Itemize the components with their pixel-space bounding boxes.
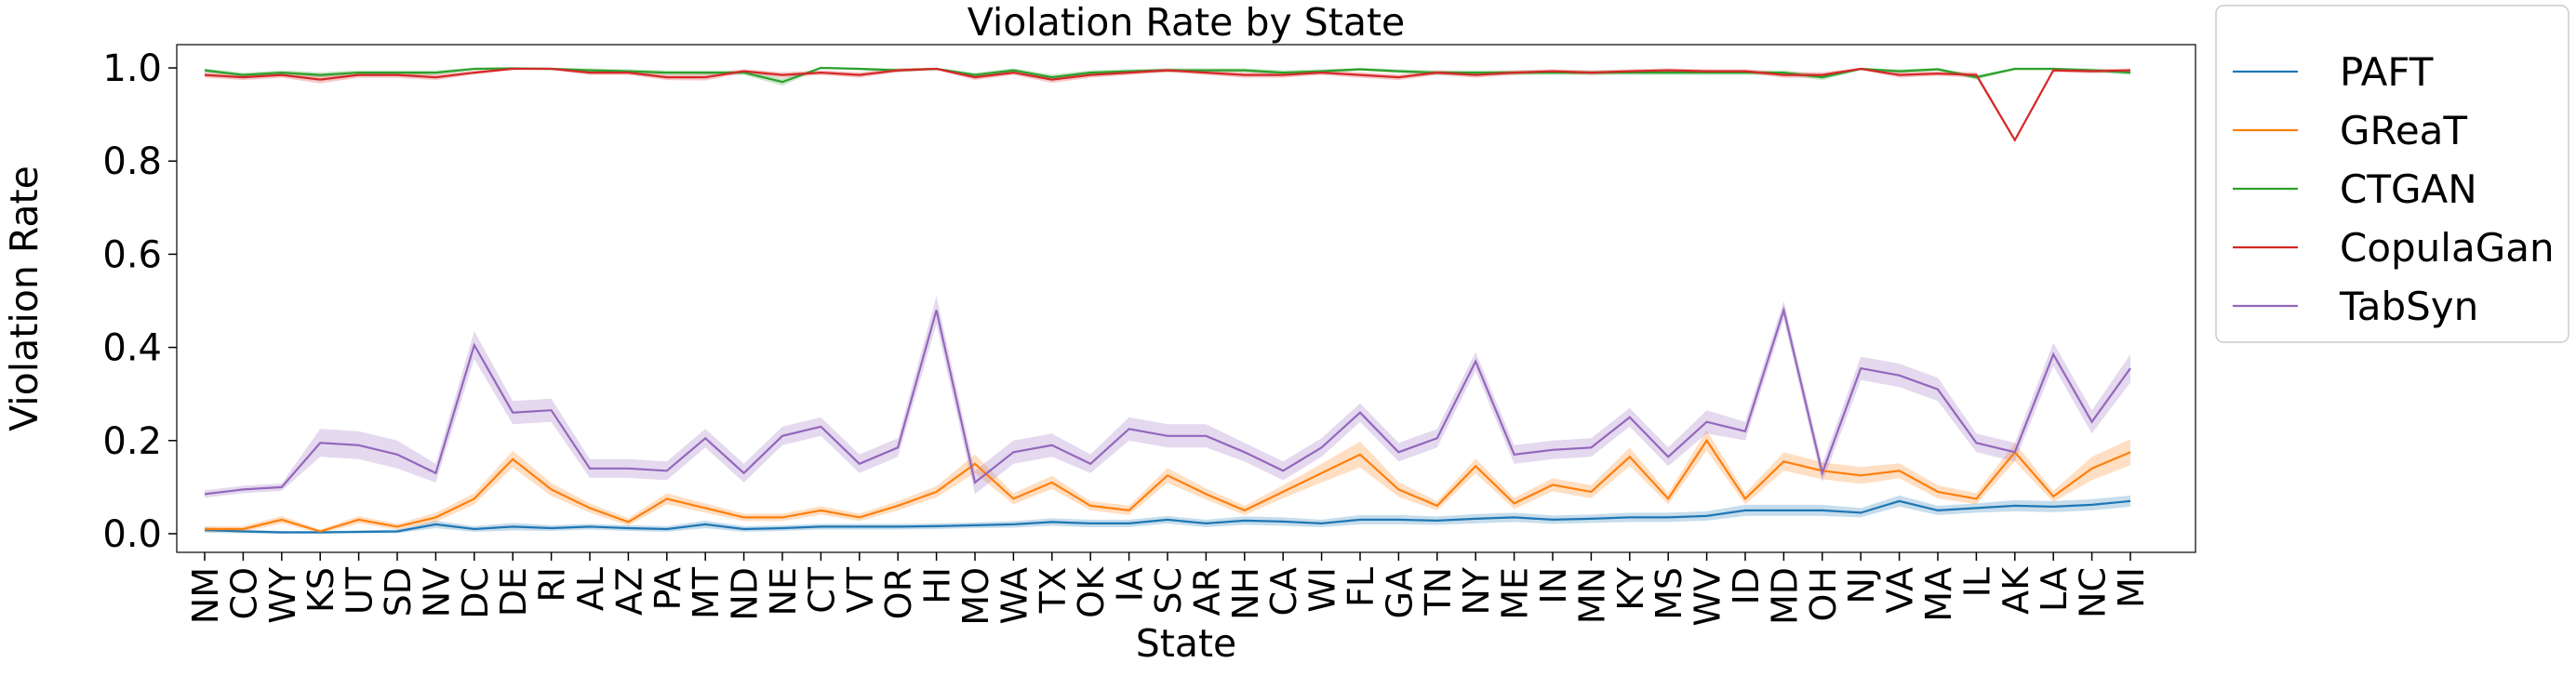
x-tick-label: NE	[763, 567, 804, 616]
band-great	[205, 430, 2130, 534]
band-copulagan	[205, 68, 2130, 142]
x-tick-label: IN	[1533, 567, 1574, 604]
legend: PAFT GReaT CTGAN CopulaGan TabSyn	[2215, 5, 2569, 343]
x-tick-label: AR	[1186, 567, 1227, 616]
x-tick-label: MA	[1918, 567, 1959, 622]
x-tick-label: OR	[878, 567, 919, 619]
x-tick-label: MS	[1648, 567, 1689, 620]
x-tick-label: WV	[1688, 567, 1728, 627]
series-line-tabsyn	[204, 306, 2131, 496]
x-tick-label: MI	[2111, 567, 2152, 608]
x-tick-label: NM	[185, 567, 226, 624]
x-tick-label: WA	[994, 567, 1034, 625]
x-tick-label: DC	[455, 567, 496, 619]
x-tick-label: IL	[1956, 567, 1997, 597]
x-tick-label: TN	[1418, 567, 1459, 616]
x-tick-label: CT	[801, 566, 842, 614]
x-tick-label: GA	[1379, 567, 1420, 618]
x-tick-label: CO	[223, 567, 264, 619]
x-tick-label: DE	[493, 567, 534, 616]
chart-title: Violation Rate by State	[968, 0, 1406, 45]
x-tick-label: OK	[1071, 566, 1112, 618]
series-line-great	[205, 438, 2131, 533]
x-tick-label: MN	[1571, 567, 1612, 624]
legend-label-ctgan: CTGAN	[2340, 166, 2477, 212]
band-tabsyn	[205, 296, 2130, 498]
x-tick-label: AK	[1995, 566, 2036, 615]
x-tick-label: RI	[532, 567, 573, 603]
legend-label-paft: PAFT	[2340, 49, 2434, 95]
x-tick-label: MD	[1764, 567, 1805, 625]
legend-box	[2215, 5, 2569, 343]
y-axis: 0.0 0.2 0.4 0.6 0.8 1.0	[102, 47, 177, 556]
x-tick-label: NH	[1225, 567, 1266, 620]
x-tick-label: MT	[686, 566, 727, 619]
legend-label-tabsyn: TabSyn	[2339, 284, 2478, 329]
x-tick-label: VT	[840, 566, 881, 613]
x-tick-label: NC	[2073, 567, 2114, 618]
x-tick-label: ID	[1726, 567, 1767, 604]
x-tick-label: ME	[1495, 567, 1536, 620]
y-tick-label: 1.0	[102, 47, 162, 90]
x-tick-label: IA	[1110, 567, 1151, 602]
x-tick-label: UT	[340, 566, 380, 615]
x-tick-label: KS	[300, 567, 341, 613]
legend-label-copulagan: CopulaGan	[2340, 225, 2555, 271]
series-line-paft	[204, 499, 2131, 534]
x-tick-label: ND	[725, 567, 766, 621]
x-tick-label: AZ	[608, 567, 649, 616]
x-tick-label: WI	[1302, 567, 1343, 613]
x-tick-label: HI	[917, 567, 958, 604]
x-tick-label: SC	[1148, 567, 1189, 615]
x-tick-label: NY	[1456, 566, 1497, 615]
series-lines	[204, 66, 2131, 534]
y-tick-label: 0.4	[102, 327, 162, 370]
x-tick-label: NJ	[1841, 567, 1882, 604]
x-tick-label: LA	[2034, 567, 2075, 612]
x-tick-label: NV	[416, 567, 457, 617]
x-tick-label: CA	[1263, 567, 1304, 616]
x-tick-label: FL	[1341, 567, 1381, 607]
confidence-bands	[205, 68, 2130, 534]
plot-frame	[176, 44, 2196, 553]
x-tick-label: AL	[570, 567, 611, 611]
x-tick-label: SD	[378, 567, 419, 616]
x-tick-label: TX	[1033, 567, 1074, 614]
x-axis: NMCOWYKSUTSDNVDCDERIALAZPAMTNDNECTVTORHI…	[185, 552, 2152, 627]
series-line-copulagan	[204, 67, 2131, 142]
x-tick-label: WY	[262, 566, 303, 624]
x-axis-label: State	[1136, 621, 1237, 666]
x-tick-label: KY	[1610, 566, 1651, 611]
y-tick-label: 0.8	[102, 140, 162, 183]
y-tick-label: 0.2	[102, 420, 162, 463]
band-paft	[205, 495, 2130, 534]
x-tick-label: VA	[1880, 567, 1921, 614]
legend-label-great: GReaT	[2340, 108, 2467, 153]
x-tick-label: OH	[1803, 567, 1844, 621]
x-tick-label: PA	[647, 567, 688, 610]
y-tick-label: 0.6	[102, 233, 162, 276]
y-axis-label: Violation Rate	[2, 166, 47, 431]
x-tick-label: MO	[955, 567, 996, 626]
y-tick-label: 0.0	[102, 513, 162, 556]
